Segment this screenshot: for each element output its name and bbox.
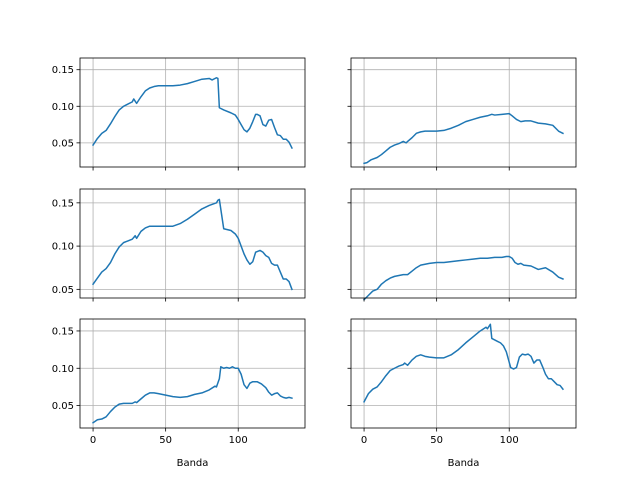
y-tick-label: 0.15 (52, 326, 74, 337)
x-tick-label: 50 (430, 435, 443, 446)
plot-frame (350, 318, 577, 429)
y-tick-label: 0.05 (52, 401, 74, 412)
series-line-1 (92, 77, 293, 149)
series-line-1 (363, 323, 564, 403)
plot-frame (350, 57, 577, 168)
plot-frame (79, 318, 306, 429)
plot-frame (79, 188, 306, 299)
plot-frame (350, 188, 577, 299)
subplot-4 (347, 188, 577, 302)
x-tick-label: 50 (159, 435, 172, 446)
subplot-2 (347, 57, 577, 171)
x-tick-label: 0 (90, 435, 96, 446)
x-tick-label: 100 (229, 435, 248, 446)
y-tick-label: 0.05 (52, 285, 74, 296)
y-tick-label: 0.10 (52, 242, 74, 253)
x-axis-label: Banda (177, 458, 209, 469)
subplot-5: 0 50 100 0.05 0.10 0.15 Banda (52, 318, 306, 469)
x-axis-label: Banda (448, 458, 480, 469)
y-tick-label: 0.15 (52, 65, 74, 76)
plot-frame (79, 57, 306, 168)
subplot-3: 0.05 0.10 0.15 (52, 188, 306, 302)
y-tick-label: 0.10 (52, 364, 74, 375)
y-tick-label: 0.05 (52, 138, 74, 149)
series-line-1 (92, 198, 293, 291)
series-line-1 (92, 366, 293, 424)
series-line-1 (363, 112, 564, 165)
y-tick-label: 0.15 (52, 198, 74, 209)
subplot-6: 0 50 100 Banda (347, 318, 577, 469)
y-tick-label: 0.10 (52, 102, 74, 113)
series-line-1 (362, 255, 564, 301)
x-tick-label: 0 (361, 435, 367, 446)
x-tick-label: 100 (500, 435, 519, 446)
subplot-1: 0.05 0.10 0.15 (52, 57, 306, 171)
